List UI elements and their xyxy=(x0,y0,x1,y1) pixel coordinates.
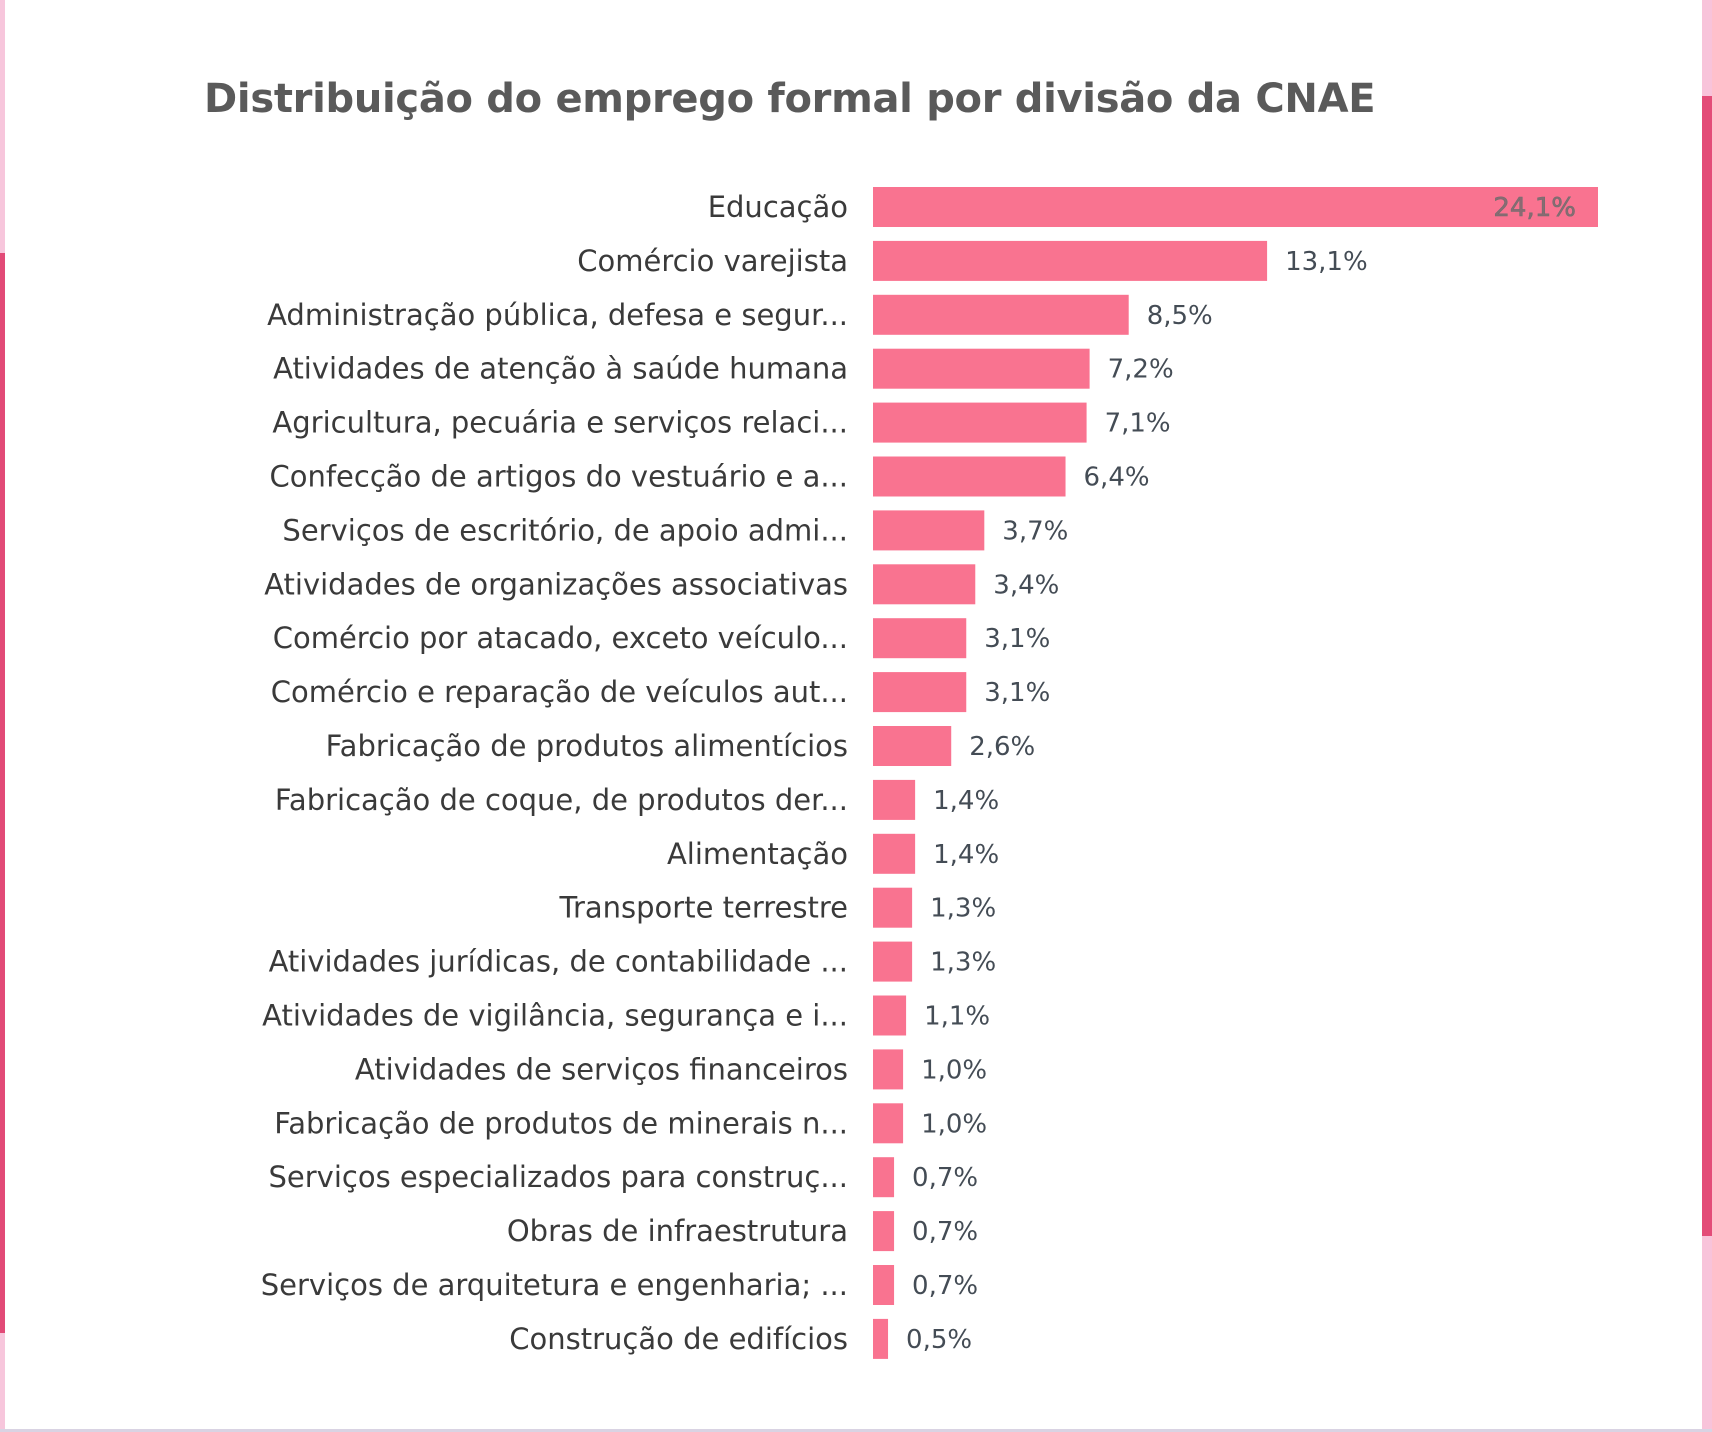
bar[interactable] xyxy=(873,1211,895,1252)
bar[interactable] xyxy=(873,456,1066,497)
data-label: 8,5% xyxy=(1147,301,1213,331)
chart-title: Distribuição do emprego formal por divis… xyxy=(204,76,1376,122)
bar-row: Atividades de organizações associativas 3… xyxy=(264,564,1059,605)
category-label: Atividades jurídicas, de contabilidade .… xyxy=(269,945,848,979)
bar[interactable] xyxy=(873,187,1598,227)
bar-row: Comércio varejista 13,1% xyxy=(577,240,1368,281)
bar[interactable] xyxy=(873,618,967,659)
data-label: 7,2% xyxy=(1108,355,1174,385)
data-label: 3,7% xyxy=(1002,516,1068,546)
data-label: 1,1% xyxy=(924,1002,990,1032)
category-label: Fabricação de produtos alimentícios xyxy=(326,729,848,763)
bar-row: Construção de edifícios 0,5% xyxy=(509,1318,972,1359)
data-label: 7,1% xyxy=(1105,409,1171,439)
bar[interactable] xyxy=(873,1103,904,1144)
bar-row: Fabricação de produtos alimentícios 2,6% xyxy=(326,726,1035,766)
data-label: 1,3% xyxy=(930,948,996,978)
bar-row: Alimentação 1,4% xyxy=(667,833,999,874)
bar[interactable] xyxy=(873,1265,895,1305)
data-label: 0,7% xyxy=(912,1163,978,1193)
data-label: 1,0% xyxy=(921,1109,987,1139)
category-label: Construção de edifícios xyxy=(509,1322,848,1356)
bar[interactable] xyxy=(873,1049,904,1090)
bar-row: Atividades jurídicas, de contabilidade .… xyxy=(269,941,996,982)
frame-accent-left xyxy=(0,253,5,1333)
bar-row: Serviços especializados para construç...… xyxy=(268,1157,978,1198)
bar[interactable] xyxy=(873,1157,895,1198)
bar-row: Comércio e reparação de veículos aut... 3… xyxy=(271,672,1050,713)
data-label: 1,4% xyxy=(933,840,999,870)
data-label: 2,6% xyxy=(969,732,1035,762)
bar-row: Educação 24,1% xyxy=(708,187,1598,227)
bar-row: Fabricação de produtos de minerais n... 1… xyxy=(274,1103,987,1144)
data-label: 0,7% xyxy=(912,1271,978,1301)
category-label: Serviços especializados para construç... xyxy=(268,1160,848,1194)
category-label: Educação xyxy=(708,190,848,224)
data-label: 13,1% xyxy=(1285,247,1368,277)
category-label: Agricultura, pecuária e serviços relaci.… xyxy=(272,406,848,440)
bar-row: Serviços de escritório, de apoio admi...… xyxy=(282,510,1068,551)
bar-row: Administração pública, defesa e segur...… xyxy=(267,294,1213,335)
category-label: Comércio varejista xyxy=(577,244,848,278)
bar[interactable] xyxy=(873,833,916,874)
bar[interactable] xyxy=(873,672,967,713)
data-label: 6,4% xyxy=(1084,463,1150,493)
frame-edge-bottom xyxy=(0,1429,1712,1432)
bar[interactable] xyxy=(873,294,1129,335)
bar[interactable] xyxy=(873,402,1087,443)
bar-row: Atividades de vigilância, segurança e i.… xyxy=(262,995,990,1036)
category-label: Comércio por atacado, exceto veículo... xyxy=(273,621,848,655)
bar-row: Atividades de serviços financeiros 1,0% xyxy=(355,1049,987,1090)
bar[interactable] xyxy=(873,564,976,605)
data-label: 3,1% xyxy=(984,624,1050,654)
data-label: 24,1% xyxy=(1493,193,1576,223)
bar-row: Confecção de artigos do vestuário e a...… xyxy=(269,456,1150,497)
category-label: Atividades de atenção à saúde humana xyxy=(273,352,848,386)
category-label: Atividades de serviços financeiros xyxy=(355,1052,848,1086)
data-label: 1,0% xyxy=(921,1055,987,1085)
category-label: Fabricação de coque, de produtos der... xyxy=(275,783,848,817)
bar-row: Atividades de atenção à saúde humana 7,2% xyxy=(273,348,1174,389)
category-label: Alimentação xyxy=(667,837,848,871)
frame-accent-right xyxy=(1702,96,1712,1236)
bar[interactable] xyxy=(873,887,913,928)
data-label: 1,3% xyxy=(930,894,996,924)
bar[interactable] xyxy=(873,348,1090,389)
bar-row: Transporte terrestre 1,3% xyxy=(559,887,996,928)
bar[interactable] xyxy=(873,240,1268,281)
bar[interactable] xyxy=(873,726,952,766)
bar[interactable] xyxy=(873,779,916,820)
bar[interactable] xyxy=(873,941,913,982)
data-label: 3,1% xyxy=(984,678,1050,708)
bar[interactable] xyxy=(873,995,907,1036)
category-label: Transporte terrestre xyxy=(559,891,849,925)
bar[interactable] xyxy=(873,1318,889,1359)
bar[interactable] xyxy=(873,510,985,551)
bar-row: Obras de infraestrutura 0,7% xyxy=(507,1211,978,1252)
data-label: 0,5% xyxy=(906,1325,972,1355)
category-label: Fabricação de produtos de minerais n... xyxy=(274,1106,848,1140)
data-label: 3,4% xyxy=(993,570,1059,600)
category-label: Serviços de arquitetura e engenharia; ..… xyxy=(261,1268,848,1302)
category-label: Atividades de organizações associativas xyxy=(264,567,848,601)
bar-row: Fabricação de coque, de produtos der... 1… xyxy=(275,779,999,820)
category-label: Obras de infraestrutura xyxy=(507,1214,848,1248)
bar-row: Agricultura, pecuária e serviços relaci.… xyxy=(272,402,1171,443)
category-label: Administração pública, defesa e segur... xyxy=(267,298,848,332)
category-label: Atividades de vigilância, segurança e i.… xyxy=(262,999,848,1033)
bar-row: Comércio por atacado, exceto veículo... 3… xyxy=(273,618,1050,659)
data-label: 0,7% xyxy=(912,1217,978,1247)
bar-row: Serviços de arquitetura e engenharia; ..… xyxy=(261,1265,978,1305)
data-label: 1,4% xyxy=(933,786,999,816)
category-label: Comércio e reparação de veículos aut... xyxy=(271,675,848,709)
category-label: Confecção de artigos do vestuário e a... xyxy=(269,460,848,494)
category-label: Serviços de escritório, de apoio admi... xyxy=(282,513,848,547)
